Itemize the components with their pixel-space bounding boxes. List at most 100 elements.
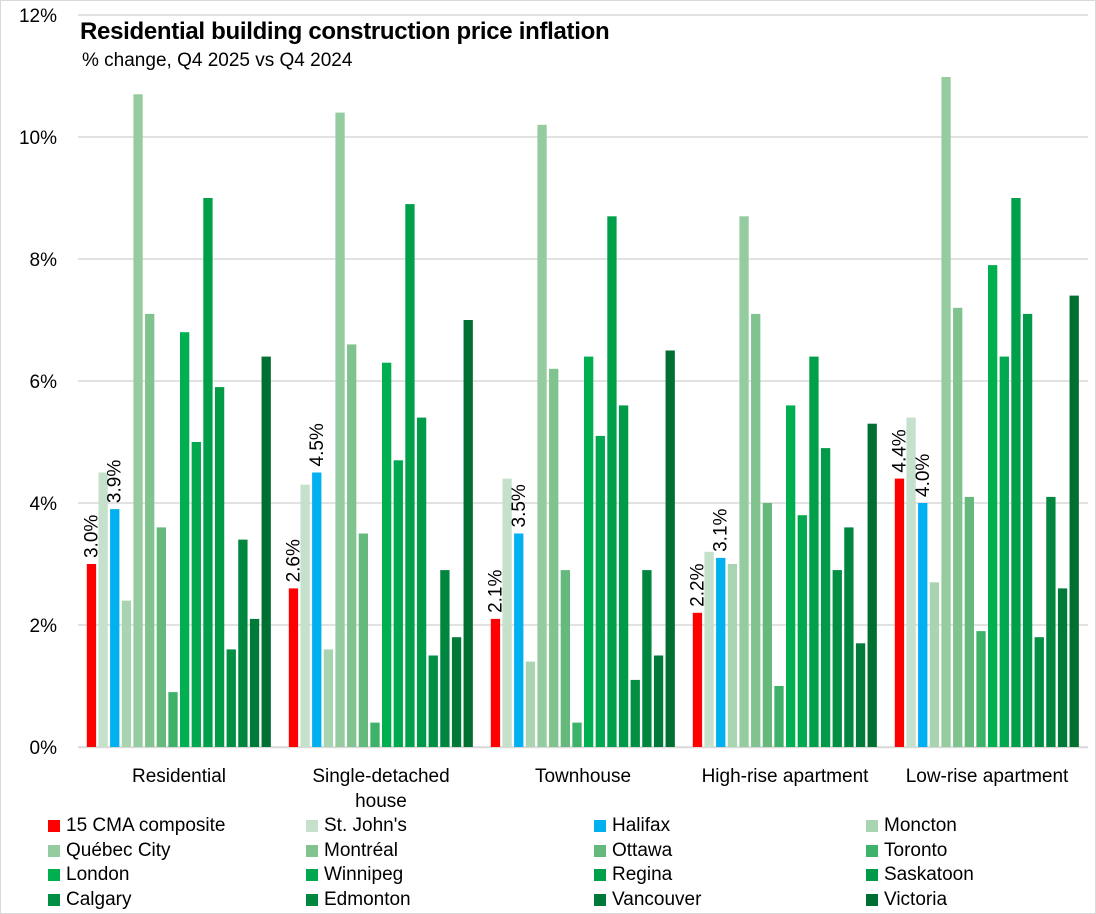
bar-ottawa-2 [560,570,570,747]
legend-label: Halifax [612,815,671,836]
bar-winnipeg-3 [797,515,807,747]
bar-saskatoon-4 [1022,313,1033,747]
legend-item: Toronto [866,839,947,863]
data-label: 3.9% [105,460,126,503]
x-tick-label: Townhouse [535,766,631,787]
bar-ottawa-1 [358,533,368,747]
bar-toronto-2 [572,722,582,747]
bar-london-1 [382,362,392,747]
data-label: 2.1% [485,569,506,612]
x-tick-label: High-rise apartment [702,766,870,787]
legend-label: Montréal [324,839,398,861]
bar-regina-2 [607,216,617,748]
bar-edmonton-0 [238,539,248,747]
bar-qu-bec-city-2 [537,124,547,748]
y-tick-label: 8% [30,250,58,271]
bar-calgary-4 [1034,637,1044,747]
bars [86,57,1079,748]
bar-moncton-1 [323,649,334,747]
x-axis-ticks: Residential Single-detached house Townhouse… [132,766,1069,812]
legend-label: St. John's [324,815,407,836]
legend-swatch [594,844,606,857]
bar-halifax-4 [918,503,928,747]
bar-winnipeg-2 [595,435,605,747]
legend-label: Edmonton [324,888,411,910]
legend-label: Saskatoon [884,864,974,885]
y-tick-label: 0% [30,738,58,759]
bar-calgary-1 [428,655,438,747]
legend-label: Québec City [66,839,171,861]
data-label: 3.0% [81,515,102,558]
legend-swatch [866,893,878,906]
bar-winnipeg-1 [393,460,403,747]
legend-item: Calgary [48,888,131,912]
bar-halifax-1 [312,472,322,747]
legend-label: 15 CMA composite [66,815,226,836]
data-label: 4.0% [913,454,934,497]
legend-label: London [66,864,130,885]
legend-item: Saskatoon [866,863,974,887]
bar-15-cma-composite-2 [490,618,501,747]
bar-st-john-s-4 [906,417,916,747]
chart-subtitle: % change, Q4 2025 vs Q4 2024 [82,50,353,71]
legend-item: Edmonton [306,888,411,912]
bar-montr-al-1 [347,344,357,747]
bar-moncton-2 [525,661,536,747]
bar-vancouver-4 [1057,588,1068,747]
bar-halifax-0 [110,509,120,747]
legend-swatch [594,820,606,832]
data-label: 3.5% [509,484,530,527]
x-tick-label: Single-detached [312,766,449,787]
bar-montr-al-2 [549,368,559,747]
bar-qu-bec-city-1 [335,112,345,748]
legend-swatch [48,893,60,906]
bar-calgary-2 [630,679,640,747]
bar-edmonton-4 [1046,496,1056,747]
legend-item: Moncton [866,814,957,838]
legend-swatch [866,844,878,857]
bar-toronto-1 [370,722,380,747]
bar-toronto-4 [976,631,986,747]
bar-regina-1 [405,204,415,748]
bar-st-john-s-0 [98,472,108,747]
legend-item: St. John's [306,814,407,838]
bar-calgary-3 [832,570,842,747]
legend-item: Regina [594,863,672,887]
legend-swatch [594,893,606,906]
bar-montr-al-4 [953,307,963,747]
x-tick-label: Low-rise apartment [906,766,1069,787]
legend-label: Calgary [66,888,132,910]
legend-swatch [306,844,318,857]
bar-london-3 [786,405,796,747]
bar-saskatoon-2 [618,405,629,747]
bar-toronto-3 [774,686,784,747]
data-labels: 3.0%3.9% 2.6% 4.5% 2.1% 3.5% 2.2%3.1% 4.4%4.0% [81,423,933,613]
y-tick-label: 10% [19,128,57,149]
legend-item: Montréal [306,839,398,863]
bar-regina-3 [809,356,819,747]
bar-victoria-1 [463,320,473,747]
legend-item: Winnipeg [306,863,403,887]
legend-swatch [48,869,60,881]
bar-edmonton-1 [440,570,450,747]
y-tick-label: 6% [30,372,58,393]
bar-15-cma-composite-4 [894,478,905,747]
bar-vancouver-0 [249,618,260,747]
bar-ottawa-0 [156,527,166,747]
data-label: 4.4% [889,429,910,472]
legend-item: Halifax [594,814,670,838]
bar-qu-bec-city-4 [941,57,951,747]
legend-swatch [594,869,606,881]
bar-15-cma-composite-0 [86,564,97,747]
bar-15-cma-composite-1 [288,588,299,747]
bar-victoria-4 [1069,295,1079,747]
y-axis-ticks: 0% 2% 4% 6% 8% 10% 12% [19,6,57,759]
bar-qu-bec-city-3 [739,216,749,748]
legend-swatch [48,820,60,832]
title-background [78,17,1078,77]
bar-saskatoon-3 [820,448,831,747]
legend-item: London [48,863,129,887]
legend-swatch [306,869,318,881]
legend-item: Victoria [866,888,947,912]
bar-london-4 [988,265,998,747]
